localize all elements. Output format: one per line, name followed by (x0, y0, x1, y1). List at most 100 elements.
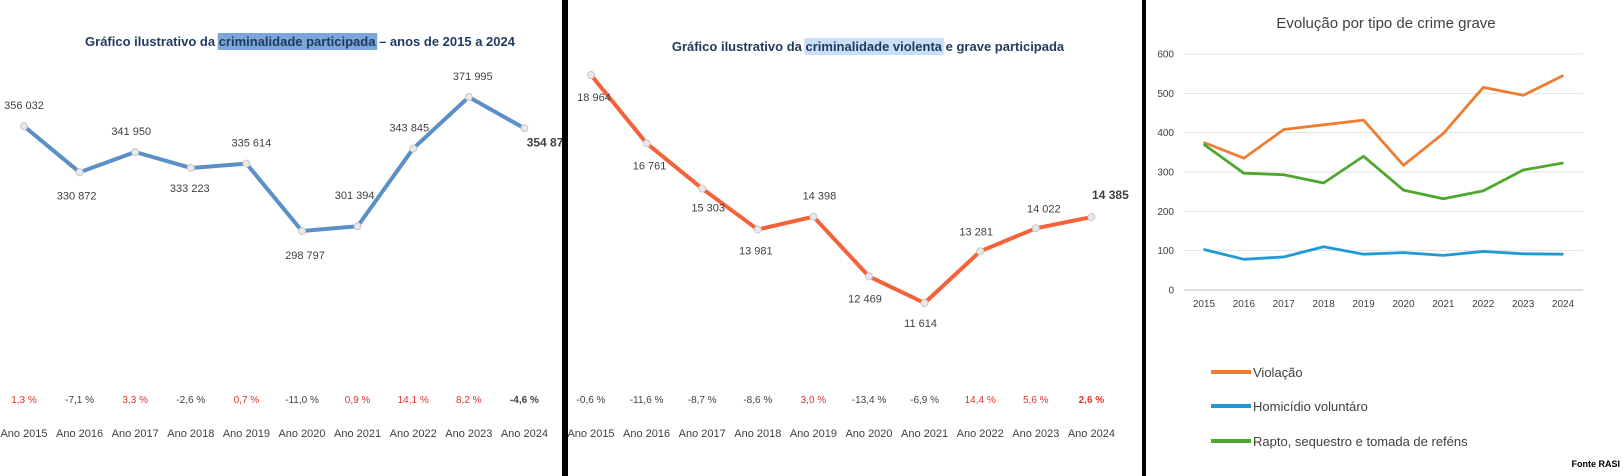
pct-label: -6,9 % (910, 395, 939, 406)
pct-label: -7,1 % (65, 395, 94, 406)
legend-label: Homicídio voluntáro (1253, 399, 1368, 414)
pct-label: 3,3 % (122, 395, 148, 406)
series-line (589, 73, 1092, 305)
data-point (809, 212, 818, 221)
pct-label: -11,6 % (630, 395, 664, 406)
data-label: 14 398 (803, 191, 837, 203)
data-point (520, 124, 529, 133)
category-label: Ano 2015 (0, 428, 47, 440)
data-point (1282, 173, 1285, 176)
category-label: Ano 2020 (278, 428, 325, 440)
data-point (1522, 94, 1524, 97)
pct-label: -0,6 % (577, 395, 606, 406)
y-tick-label: 200 (1157, 207, 1174, 218)
data-point (242, 159, 251, 168)
chart-title-part: Gráfico ilustrativo da (672, 39, 806, 54)
data-label: 343 845 (389, 123, 429, 135)
category-label: Ano 2019 (223, 428, 270, 440)
data-point (1402, 189, 1405, 191)
data-label: 330 872 (57, 190, 97, 202)
chart-criminalidade-violenta: Gráfico ilustrativo da criminalidade vio… (568, 38, 1129, 440)
pct-label: 1,3 % (11, 395, 37, 406)
chart-title-part: e grave participada (942, 39, 1065, 54)
data-label: 13 281 (959, 226, 993, 238)
data-label: 356 032 (4, 100, 44, 112)
data-point (1243, 258, 1245, 261)
title-highlight-box (804, 38, 944, 55)
data-point (353, 222, 362, 231)
pct-label: 14,1 % (398, 395, 429, 406)
x-tick-label: 2020 (1392, 299, 1415, 310)
category-label: Ano 2021 (334, 428, 381, 440)
data-point (1442, 197, 1445, 200)
data-point (642, 139, 651, 148)
data-label: 16 761 (633, 160, 667, 172)
chart-panel-criminalidade-violenta: Gráfico ilustrativo da criminalidade vio… (568, 0, 1142, 476)
pct-label: -11,0 % (285, 395, 319, 406)
data-point (1562, 74, 1564, 77)
chart-panel-criminalidade-participada: Gráfico ilustrativo da criminalidade par… (0, 0, 562, 476)
data-point (1562, 162, 1564, 164)
chart-panel-crime-grave: Evolução por tipo de crime grave 0 100 200 3… (1146, 0, 1623, 476)
category-label: Ano 2024 (501, 428, 548, 440)
data-point (20, 122, 28, 131)
category-label: Ano 2018 (734, 428, 781, 440)
data-label: 354 878 (527, 135, 562, 149)
category-label: Ano 2015 (568, 428, 615, 440)
y-tick-label: 100 (1157, 246, 1174, 257)
data-point (1243, 157, 1245, 160)
data-point (75, 168, 84, 177)
chart-title: Gráfico ilustrativo da criminalidade par… (85, 34, 516, 49)
series-line-0 (1203, 74, 1564, 167)
data-point (1282, 256, 1285, 258)
pct-label: 14,4 % (965, 395, 996, 406)
category-label: Ano 2016 (623, 428, 670, 440)
series-line-2 (1203, 143, 1564, 201)
data-point (1282, 128, 1285, 131)
source-label: Fonte RASI (1572, 459, 1621, 469)
chart-title: Evolução por tipo de crime grave (1276, 15, 1495, 32)
pct-label: 5,6 % (1023, 395, 1049, 406)
pct-label: 2,6 % (1079, 395, 1105, 406)
data-point (1362, 119, 1365, 121)
x-tick-label: 2023 (1512, 299, 1535, 310)
chart-title-highlight: criminalidade participada (219, 34, 377, 49)
data-label: 298 797 (285, 250, 325, 262)
data-point (1203, 141, 1205, 144)
data-label: 371 995 (453, 71, 493, 83)
category-label: Ano 2023 (1012, 428, 1059, 440)
x-tick-label: 2017 (1273, 299, 1296, 310)
title-highlight-box (217, 33, 378, 50)
data-point (1402, 164, 1405, 167)
data-point (1482, 250, 1485, 253)
data-point (1031, 224, 1040, 233)
pct-label: -8,7 % (688, 395, 717, 406)
data-point (1522, 253, 1524, 255)
category-label: Ano 2017 (679, 428, 726, 440)
category-label: Ano 2024 (1068, 428, 1115, 440)
chart-title-part: – anos de 2015 a 2024 (375, 34, 515, 49)
category-label: Ano 2021 (901, 428, 948, 440)
data-point (587, 71, 595, 79)
data-label: 333 223 (170, 183, 210, 195)
pct-label: -13,4 % (852, 395, 887, 406)
data-label: 341 950 (111, 126, 151, 138)
data-label: 335 614 (232, 138, 272, 150)
x-tick-label: 2018 (1313, 299, 1336, 310)
data-point (1442, 132, 1445, 135)
data-label: 15 303 (691, 203, 725, 215)
category-label: Ano 2016 (56, 428, 103, 440)
series-line (22, 95, 526, 233)
category-label: Ano 2023 (445, 428, 492, 440)
data-point (1522, 169, 1524, 171)
pct-label: -2,6 % (176, 395, 205, 406)
chart-title: Gráfico ilustrativo da criminalidade vio… (672, 39, 1065, 54)
x-tick-label: 2022 (1472, 299, 1495, 310)
data-point (1362, 155, 1365, 158)
data-point (698, 184, 707, 193)
data-point (131, 148, 140, 157)
category-label: Ano 2022 (957, 428, 1004, 440)
category-label: Ano 2022 (390, 428, 437, 440)
series-line-1 (1203, 245, 1564, 261)
category-label: Ano 2017 (112, 428, 159, 440)
